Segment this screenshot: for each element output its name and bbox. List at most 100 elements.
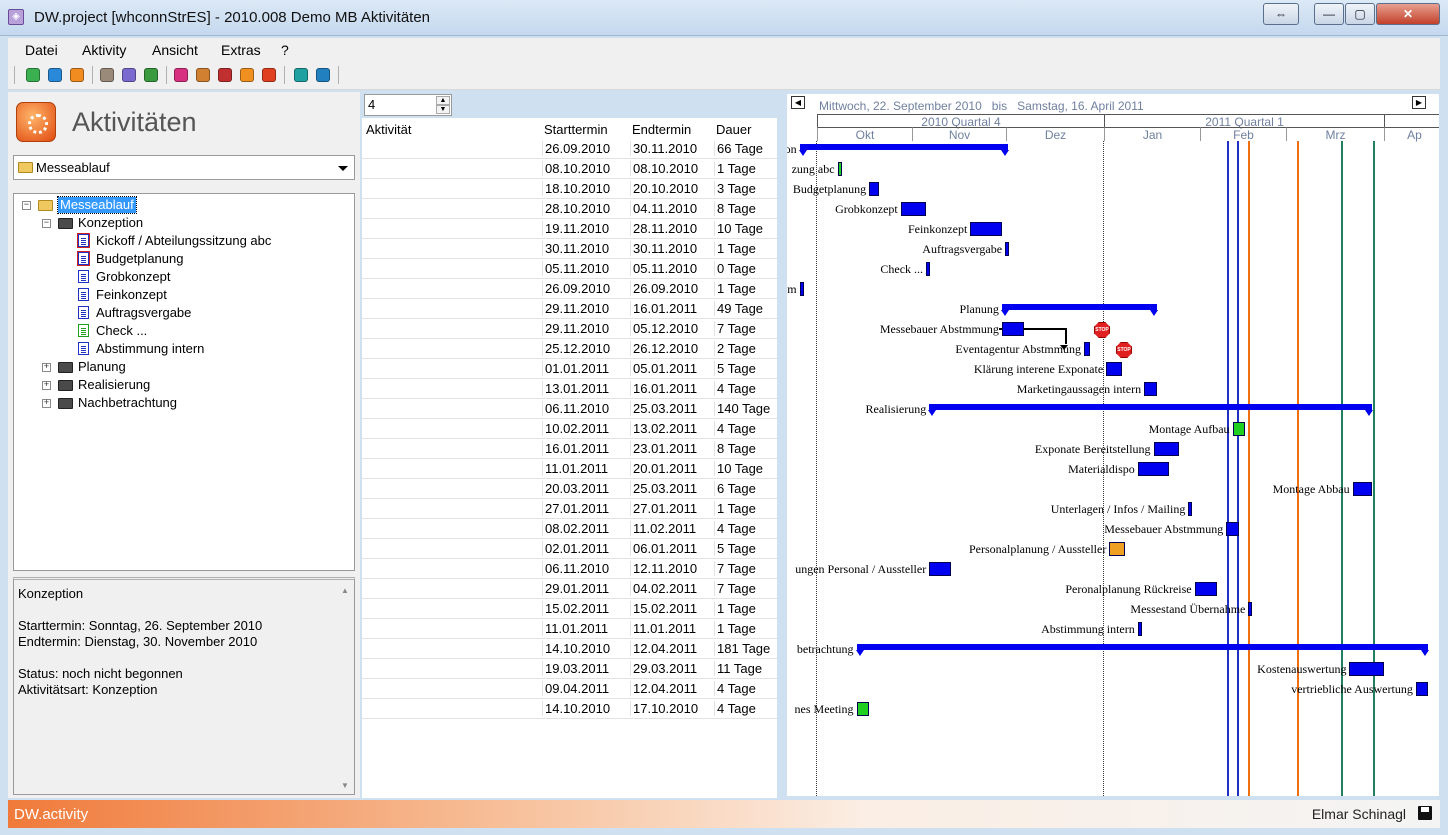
task-bar[interactable] xyxy=(799,282,804,296)
col-header-end[interactable]: Endtermin xyxy=(632,122,692,137)
maximize-button[interactable]: ▢ xyxy=(1345,3,1375,25)
toolbar-chart-icon[interactable] xyxy=(316,68,330,82)
minimize-button[interactable]: — xyxy=(1314,3,1344,25)
expand-icon[interactable]: + xyxy=(42,398,51,408)
table-row[interactable]: Messebauer Abstmmun29.11.201005.12.20107… xyxy=(362,319,777,339)
task-bar[interactable] xyxy=(1415,682,1429,696)
task-bar[interactable] xyxy=(1144,382,1157,396)
tree-item[interactable]: − Messeablauf xyxy=(14,196,354,214)
expand-icon[interactable]: + xyxy=(42,362,51,372)
table-row[interactable]: Exponate Bereitstellung16.01.201123.01.2… xyxy=(362,439,777,459)
task-bar[interactable] xyxy=(970,222,1002,236)
table-row[interactable]: Peronalplanung Rückre29.01.201104.02.201… xyxy=(362,579,777,599)
toolbar-settings-icon[interactable] xyxy=(70,68,84,82)
task-bar[interactable] xyxy=(1084,342,1091,356)
toolbar-group-icon[interactable] xyxy=(240,68,254,82)
toolbar-new-icon[interactable] xyxy=(26,68,40,82)
menu-extras[interactable]: Extras xyxy=(221,42,261,58)
summary-bar[interactable] xyxy=(855,644,1430,656)
task-bar[interactable] xyxy=(1106,362,1122,376)
scroll-down-icon[interactable]: ▼ xyxy=(341,781,349,790)
table-row[interactable]: Hotelbuchungen Perso06.11.201012.11.2010… xyxy=(362,559,777,579)
table-row[interactable]: Marketingaussagen inte13.01.201116.01.20… xyxy=(362,379,777,399)
task-bar[interactable] xyxy=(1005,242,1010,256)
toolbar-mail-icon[interactable] xyxy=(48,68,62,82)
toolbar-print-icon[interactable] xyxy=(122,68,136,82)
task-bar[interactable] xyxy=(1153,442,1179,456)
toolbar-user-icon[interactable] xyxy=(218,68,232,82)
table-row[interactable]: Unterlagen / Infos / Mail27.01.201127.01… xyxy=(362,499,777,519)
spin-up-icon[interactable]: ▲ xyxy=(436,96,450,105)
activity-tree[interactable]: − Messeablauf − Konzeption Kickoff / Abteilu… xyxy=(13,193,355,571)
task-bar[interactable] xyxy=(837,162,842,176)
gantt-prev-button[interactable]: ◀ xyxy=(791,96,805,109)
task-bar[interactable] xyxy=(1349,662,1385,676)
task-bar[interactable] xyxy=(1194,582,1217,596)
toolbar-archive-icon[interactable] xyxy=(100,68,114,82)
menu-help[interactable]: ? xyxy=(281,42,289,58)
tree-item[interactable]: − Konzeption xyxy=(14,214,354,232)
tree-item[interactable]: Kickoff / Abteilungssitzung abc xyxy=(14,232,354,250)
details-scrollbar[interactable]: ▲ ▼ xyxy=(338,584,352,792)
toolbar-calendar-icon[interactable] xyxy=(174,68,188,82)
tree-item[interactable]: Feinkonzept xyxy=(14,286,354,304)
restore-size-button[interactable]: ⇔ xyxy=(1263,3,1299,25)
tree-item[interactable]: + Realisierung xyxy=(14,376,354,394)
save-icon[interactable] xyxy=(1418,806,1432,820)
task-bar[interactable] xyxy=(900,202,927,216)
table-row[interactable]: Fazit - internes Meeting14.10.201017.10.… xyxy=(362,699,777,719)
task-bar[interactable] xyxy=(926,262,931,276)
tree-item[interactable]: + Planung xyxy=(14,358,354,376)
toolbar-link-icon[interactable] xyxy=(294,68,308,82)
scroll-up-icon[interactable]: ▲ xyxy=(341,586,349,595)
task-bar[interactable] xyxy=(1188,502,1193,516)
app-icon[interactable]: ◈ xyxy=(8,9,24,25)
col-header-duration[interactable]: Dauer xyxy=(716,122,752,137)
task-bar[interactable] xyxy=(929,562,952,576)
col-header-activity[interactable]: Aktivität xyxy=(366,122,412,137)
task-bar[interactable] xyxy=(1001,322,1024,336)
toolbar-task-icon[interactable] xyxy=(196,68,210,82)
level-spinner-value[interactable]: 4 xyxy=(368,97,376,112)
task-bar[interactable] xyxy=(1109,542,1126,556)
table-row[interactable]: Kickoff / Abteilungssitzu08.10.201008.10… xyxy=(362,159,777,179)
expand-icon[interactable]: + xyxy=(42,380,51,390)
task-bar[interactable] xyxy=(869,182,879,196)
task-bar[interactable] xyxy=(1137,622,1142,636)
table-row[interactable]: Klärung interene Expon01.01.201105.01.20… xyxy=(362,359,777,379)
summary-bar[interactable] xyxy=(798,144,1009,156)
menu-datei[interactable]: Datei xyxy=(25,42,58,58)
col-header-start[interactable]: Starttermin xyxy=(544,122,608,137)
collapse-icon[interactable]: − xyxy=(22,200,31,210)
task-bar[interactable] xyxy=(1137,462,1170,476)
toolbar-export-icon[interactable] xyxy=(144,68,158,82)
task-bar[interactable] xyxy=(1232,422,1246,436)
spin-down-icon[interactable]: ▼ xyxy=(436,105,450,114)
gantt-next-button[interactable]: ▶ xyxy=(1412,96,1426,109)
task-bar[interactable] xyxy=(1226,522,1239,536)
table-row[interactable]: Eventagentur Abstmmu25.12.201026.12.2010… xyxy=(362,339,777,359)
table-row[interactable]: vertriebliche Auswertun09.04.201112.04.2… xyxy=(362,679,777,699)
task-bar[interactable] xyxy=(1248,602,1253,616)
project-combo[interactable]: Messeablauf xyxy=(13,155,355,180)
tree-item[interactable]: Auftragsvergabe xyxy=(14,304,354,322)
tree-item[interactable]: Budgetplanung xyxy=(14,250,354,268)
table-row[interactable]: Messebauer Abstmmun08.02.201111.02.20114… xyxy=(362,519,777,539)
menu-ansicht[interactable]: Ansicht xyxy=(152,42,198,58)
summary-bar[interactable] xyxy=(1000,304,1158,316)
tree-item[interactable]: + Nachbetrachtung xyxy=(14,394,354,412)
menu-aktivity[interactable]: Aktivity xyxy=(82,42,127,58)
summary-bar[interactable] xyxy=(928,404,1373,416)
chevron-down-icon[interactable] xyxy=(338,166,348,171)
